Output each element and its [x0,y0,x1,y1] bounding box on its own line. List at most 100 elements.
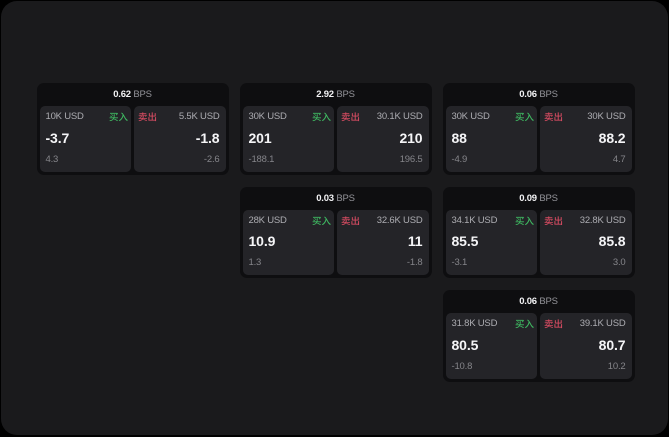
sell-change: 196.5 [399,153,423,165]
card-header: 0.06 BPS [443,83,635,106]
bps-unit-label: BPS [539,89,558,100]
buy-quote-tile[interactable]: 31.8K USD 80.5 -10.8 [445,313,537,379]
buy-change: -188.1 [248,153,275,165]
sell-button[interactable] [544,319,563,329]
buy-tile-top-row: 10K USD [45,111,128,122]
sell-amount: 32.8K USD [579,214,626,226]
buy-change: 1.3 [248,257,262,268]
quote-card: 0.06 BPS 30K USD 88 -4.9 30K U [442,83,635,175]
card-header: 0.06 BPS [443,290,635,313]
sell-price: 85.8 [598,233,626,250]
bps-value: 0.09 [519,192,537,204]
sell-button[interactable] [341,216,360,226]
sell-button[interactable] [544,216,563,226]
sell-amount: 32.6K USD [376,214,423,226]
buy-label-glyphs [514,112,534,122]
sell-quote-tile[interactable]: 39.1K USD 80.7 10.2 [540,313,632,379]
buy-tile-top-row: 31.8K USD [452,319,534,329]
sell-quote-tile[interactable]: 32.6K USD 11 -1.8 [337,209,429,275]
sell-tile-top-row: 39.1K USD [544,318,626,329]
quote-tiles: 31.8K USD 80.5 -10.8 39.1K USD 80.7 10.2 [445,313,632,379]
sell-price: -1.8 [195,129,220,146]
sell-tile-top-row: 30.1K USD [341,111,423,122]
sell-quote-tile[interactable]: 30K USD 88.2 4.7 [540,106,632,172]
buy-price: 201 [248,129,272,146]
sell-amount: 39.1K USD [579,318,626,329]
buy-quote-tile[interactable]: 34.1K USD 85.5 -3.1 [445,209,537,275]
sell-amount: 5.5K USD [178,111,220,122]
buy-change: -4.9 [451,153,468,165]
quote-tiles: 10K USD -3.7 4.3 5.5K USD -1.8 -2.6 [39,106,226,172]
buy-amount: 30K USD [248,111,287,122]
sell-tile-top-row: 30K USD [544,111,626,122]
buy-change: -3.1 [451,257,468,268]
buy-button[interactable] [514,319,534,329]
sell-quote-tile[interactable]: 5.5K USD -1.8 -2.6 [134,106,226,172]
sell-price: 210 [399,129,423,146]
buy-amount: 28K USD [248,214,287,226]
sell-label-glyphs [544,319,562,329]
bps-value: 0.03 [316,192,334,204]
sell-label-glyphs [341,216,359,225]
buy-amount: 10K USD [45,111,84,122]
bps-value: 0.06 [519,89,537,100]
card-header: 0.03 BPS [240,187,432,210]
card-header: 0.62 BPS [37,83,229,106]
card-header: 2.92 BPS [240,83,432,106]
sell-quote-tile[interactable]: 30.1K USD 210 196.5 [337,106,429,172]
quote-tiles: 34.1K USD 85.5 -3.1 32.8K USD 85.8 3.0 [445,209,632,275]
sell-tile-top-row: 32.8K USD [544,214,626,226]
quote-tiles: 30K USD 88 -4.9 30K USD 88.2 4.7 [445,106,632,172]
sell-amount: 30.1K USD [376,111,423,122]
sell-price: 11 [407,233,423,250]
sell-quote-tile[interactable]: 32.8K USD 85.8 3.0 [540,209,632,275]
buy-quote-tile[interactable]: 28K USD 10.9 1.3 [242,209,334,275]
buy-tile-top-row: 28K USD [248,214,331,226]
buy-price: 80.5 [451,336,479,353]
sell-amount: 30K USD [587,111,626,122]
buy-button[interactable] [514,112,534,122]
bps-unit-label: BPS [336,89,355,100]
quote-card: 0.06 BPS 31.8K USD 80.5 -10.8 [442,290,635,382]
bps-unit-label: BPS [539,192,558,204]
quote-card: 2.92 BPS 30K USD 201 -188.1 30 [239,83,432,175]
buy-button[interactable] [108,112,128,122]
buy-amount: 34.1K USD [451,214,498,226]
buy-quote-tile[interactable]: 10K USD -3.7 4.3 [39,106,131,172]
buy-quote-tile[interactable]: 30K USD 88 -4.9 [445,106,537,172]
bps-unit-label: BPS [336,192,355,204]
buy-button[interactable] [311,216,331,226]
buy-label-glyphs [311,216,331,225]
buy-price: -3.7 [45,129,70,146]
quote-card: 0.62 BPS 10K USD -3.7 4.3 5.5K [36,83,229,175]
buy-label-glyphs [514,319,534,329]
buy-change: -10.8 [451,360,473,372]
buy-label-glyphs [108,112,128,122]
buy-quote-tile[interactable]: 30K USD 201 -188.1 [242,106,334,172]
buy-tile-top-row: 30K USD [248,111,331,122]
buy-amount: 30K USD [451,111,490,122]
quote-tiles: 28K USD 10.9 1.3 32.6K USD 11 -1.8 [242,209,429,275]
sell-change: -1.8 [406,257,423,268]
buy-button[interactable] [311,112,331,122]
buy-tile-top-row: 30K USD [451,111,534,122]
sell-label-glyphs [544,216,562,225]
bps-unit-label: BPS [133,89,152,100]
card-header: 0.09 BPS [443,187,635,210]
sell-button[interactable] [138,112,157,122]
buy-tile-top-row: 34.1K USD [451,214,534,226]
buy-price: 10.9 [248,233,276,250]
bps-value: 0.06 [519,296,537,307]
sell-change: 4.7 [612,153,626,165]
buy-price: 85.5 [451,233,479,250]
sell-button[interactable] [341,112,360,122]
sell-label-glyphs [138,112,156,122]
sell-change: 10.2 [607,360,626,372]
buy-button[interactable] [514,216,534,226]
buy-change: 4.3 [45,153,59,165]
buy-price: 88 [451,129,467,146]
bps-unit-label: BPS [539,296,558,307]
bps-value: 2.92 [316,89,334,100]
sell-button[interactable] [544,112,563,122]
